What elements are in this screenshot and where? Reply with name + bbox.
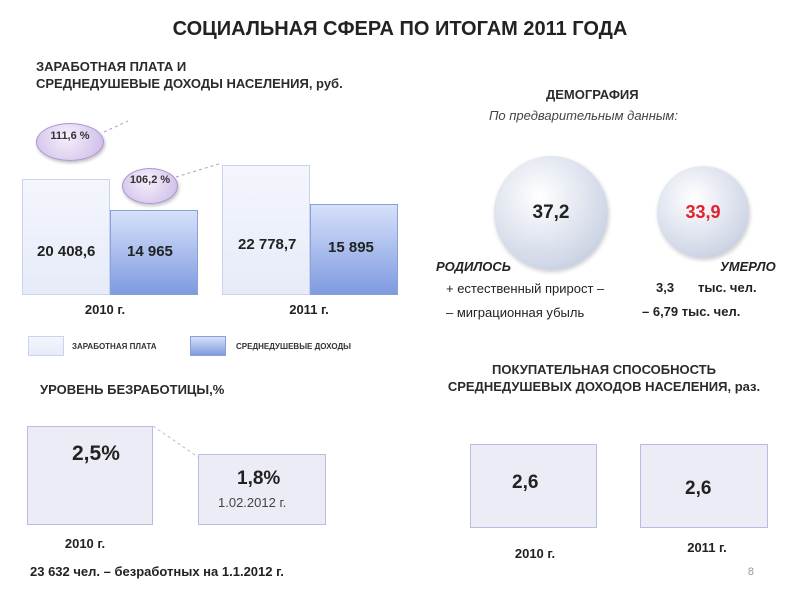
page-title: СОЦИАЛЬНАЯ СФЕРА ПО ИТОГАМ 2011 ГОДА xyxy=(172,18,628,40)
income-growth-value: 106,2 % xyxy=(129,174,171,186)
salary-heading-line1: ЗАРАБОТНАЯ ПЛАТА И xyxy=(36,59,187,74)
bar-purchasing-2010 xyxy=(470,444,597,528)
bubble-connector-2 xyxy=(175,162,223,178)
legend-swatch-income xyxy=(190,336,226,356)
unemployment-heading: УРОВЕНЬ БЕЗРАБОТИЦЫ,% xyxy=(40,382,225,397)
births-circle: 37,2 xyxy=(494,156,608,270)
label-salary-2011: 22 778,7 xyxy=(238,236,297,253)
income-growth-bubble: 106,2 % xyxy=(122,168,178,204)
salary-growth-bubble: 111,6 % xyxy=(36,123,104,161)
natural-growth-value: 3,3 xyxy=(656,280,675,295)
migration-label: – миграционная убыль xyxy=(446,305,585,320)
salary-heading-line2: СРЕДНЕДУШЕВЫЕ ДОХОДЫ НАСЕЛЕНИЯ, руб. xyxy=(36,76,343,91)
label-unemployment-date: 1.02.2012 г. xyxy=(218,495,287,510)
bar-salary-2011 xyxy=(222,165,310,295)
legend-label-salary: ЗАРАБОТНАЯ ПЛАТА xyxy=(72,342,157,351)
purchasing-heading-line1: ПОКУПАТЕЛЬНАЯ СПОСОБНОСТЬ xyxy=(492,362,716,377)
legend-label-income: СРЕДНЕДУШЕВЫЕ ДОХОДЫ xyxy=(236,342,351,351)
salary-chart-heading: ЗАРАБОТНАЯ ПЛАТА И СРЕДНЕДУШЕВЫЕ ДОХОДЫ … xyxy=(36,58,343,92)
tick-label-2010: 2010 г. xyxy=(84,302,126,317)
migration-value: – 6,79 тыс. чел. xyxy=(642,304,741,319)
label-purchasing-2010: 2,6 xyxy=(512,472,539,493)
natural-growth-label: + естественный прирост – xyxy=(446,281,605,296)
demography-subheading: По предварительным данным: xyxy=(489,108,678,123)
demography-heading: ДЕМОГРАФИЯ xyxy=(546,87,639,102)
page-number: 8 xyxy=(747,566,754,578)
purchasing-heading: ПОКУПАТЕЛЬНАЯ СПОСОБНОСТЬ СРЕДНЕДУШЕВЫХ … xyxy=(418,361,790,395)
bubble-connector-1 xyxy=(103,120,129,133)
label-unemployment-2012: 1,8% xyxy=(237,468,281,489)
deaths-label: УМЕРЛО xyxy=(720,259,776,274)
label-income-2011: 15 895 xyxy=(328,239,374,256)
deaths-value: 33,9 xyxy=(685,202,721,222)
tick-label-purchasing-2010: 2010 г. xyxy=(514,546,556,561)
unemployed-count-caption: – безработных на 1.1.2012 г. xyxy=(100,564,284,579)
tick-label-2011: 2011 г. xyxy=(289,302,329,317)
unemployed-count: 23 632 чел. xyxy=(30,564,101,579)
bar-income-2011 xyxy=(310,204,398,295)
bar-unemployment-2012 xyxy=(198,453,326,525)
bar-unemployment-2010 xyxy=(27,426,153,525)
tick-label-purchasing-2011: 2011 г. xyxy=(687,540,727,555)
purchasing-heading-line2: СРЕДНЕДУШЕВЫХ ДОХОДОВ НАСЕЛЕНИЯ, раз. xyxy=(447,379,761,394)
bar-salary-2010 xyxy=(22,178,110,295)
label-salary-2010: 20 408,6 xyxy=(37,243,96,260)
births-label: РОДИЛОСЬ xyxy=(436,259,511,274)
salary-growth-value: 111,6 % xyxy=(50,130,90,142)
tick-label-unemployment-2010: 2010 г. xyxy=(64,536,106,551)
legend-swatch-salary xyxy=(28,336,64,356)
label-unemployment-2010: 2,5% xyxy=(72,442,120,465)
bar-purchasing-2011 xyxy=(640,444,768,528)
unemployment-footnote: 23 632 чел. – безработных на 1.1.2012 г. xyxy=(30,564,284,579)
bar-income-2010 xyxy=(110,209,198,295)
natural-growth-unit: тыс. чел. xyxy=(698,280,757,295)
label-income-2010: 14 965 xyxy=(127,243,173,260)
label-purchasing-2011: 2,6 xyxy=(685,478,712,499)
births-value: 37,2 xyxy=(532,202,570,223)
deaths-circle: 33,9 xyxy=(657,166,749,258)
